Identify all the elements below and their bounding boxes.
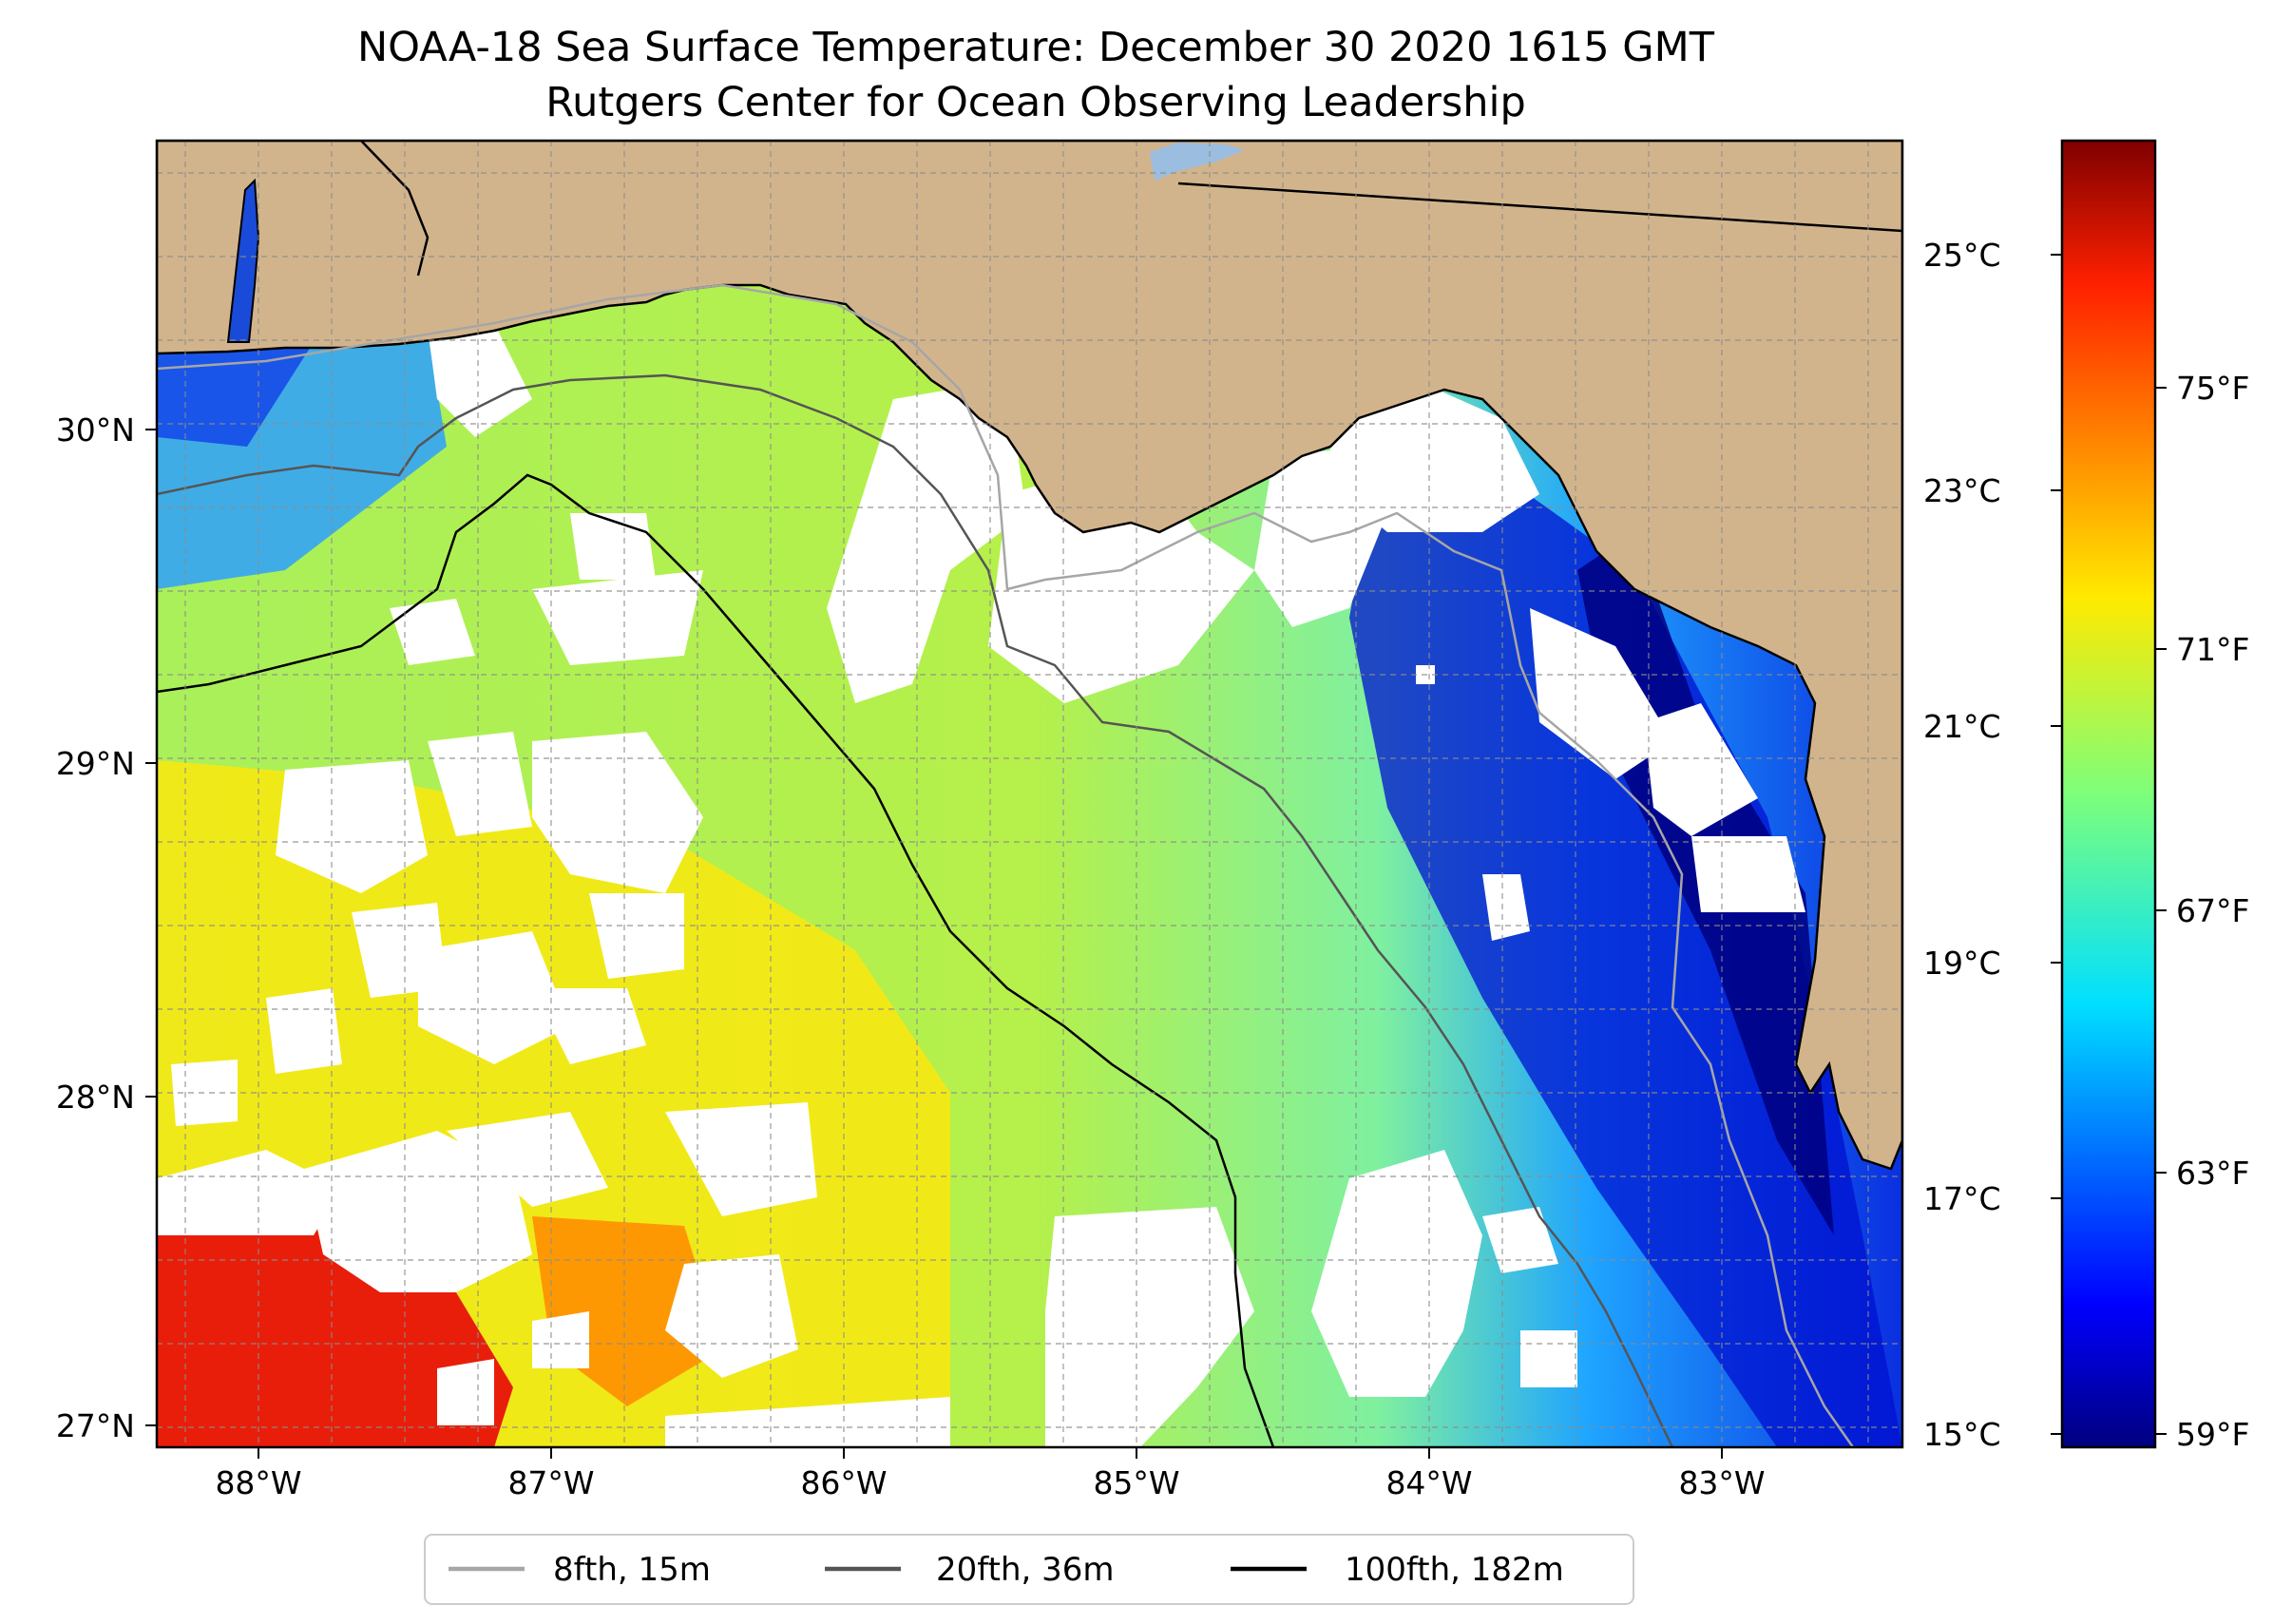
map-frame — [155, 139, 1904, 1449]
colorbar-gradient — [2060, 139, 2157, 1449]
colorbar-f-75: 75°F — [2176, 370, 2249, 407]
map-gridlines — [157, 141, 1902, 1447]
lon-label-84w: 84°W — [1385, 1464, 1472, 1501]
lat-label-28n: 28°N — [56, 1079, 135, 1116]
figure-subtitle: Rutgers Center for Ocean Observing Leade… — [545, 79, 1526, 126]
isobath-182m — [157, 473, 1275, 1447]
lon-label-85w: 85°W — [1093, 1464, 1179, 1501]
isobath-legend: 8fth, 15m 20fth, 36m 100fth, 182m — [424, 1534, 1634, 1605]
legend-label-182m: 100fth, 182m — [1345, 1551, 1564, 1589]
lon-label-86w: 86°W — [800, 1464, 887, 1501]
colorbar-f-59: 59°F — [2176, 1416, 2249, 1453]
colorbar-c-23: 23°C — [1923, 472, 2001, 509]
lon-label-87w: 87°W — [507, 1464, 594, 1501]
hot-water-zone — [157, 1188, 513, 1447]
colorbar: 25°C 23°C 21°C 19°C 17°C 15°C 75°F 71°F … — [1923, 139, 2249, 1453]
legend-box — [424, 1534, 1634, 1605]
colorbar-f-63: 63°F — [2176, 1155, 2249, 1192]
lon-label-83w: 83°W — [1678, 1464, 1765, 1501]
map-panel — [157, 141, 1902, 1447]
cloud-masks — [157, 323, 1805, 1447]
state-boundary-fl-ga — [1177, 182, 1902, 233]
colorbar-c-15: 15°C — [1923, 1416, 2001, 1453]
figure-title: NOAA-18 Sea Surface Temperature: Decembe… — [357, 24, 1715, 71]
legend-label-15m: 8fth, 15m — [553, 1551, 711, 1589]
lon-ticks: 88°W 87°W 86°W 85°W 84°W 83°W — [215, 1447, 1766, 1501]
colorbar-c-17: 17°C — [1923, 1180, 2001, 1217]
lon-label-88w: 88°W — [215, 1464, 301, 1501]
colorbar-c-25: 25°C — [1923, 237, 2001, 274]
cold-water-east — [1349, 456, 1902, 1447]
lat-label-27n: 27°N — [56, 1407, 135, 1444]
lat-ticks: 30°N 29°N 28°N 27°N — [56, 411, 157, 1444]
colorbar-f-71: 71°F — [2176, 631, 2249, 668]
colorbar-c-21: 21°C — [1923, 708, 2001, 745]
legend-label-36m: 20fth, 36m — [936, 1551, 1115, 1589]
lat-label-30n: 30°N — [56, 411, 135, 449]
isobath-36m — [157, 373, 1674, 1447]
colorbar-c-19: 19°C — [1923, 945, 2001, 982]
land-north — [157, 141, 1902, 1171]
colorbar-f-67: 67°F — [2176, 892, 2249, 929]
lat-label-29n: 29°N — [56, 745, 135, 782]
mobile-bay — [226, 178, 260, 343]
isobath-15m — [157, 283, 1855, 1447]
inland-lake — [1150, 143, 1245, 181]
